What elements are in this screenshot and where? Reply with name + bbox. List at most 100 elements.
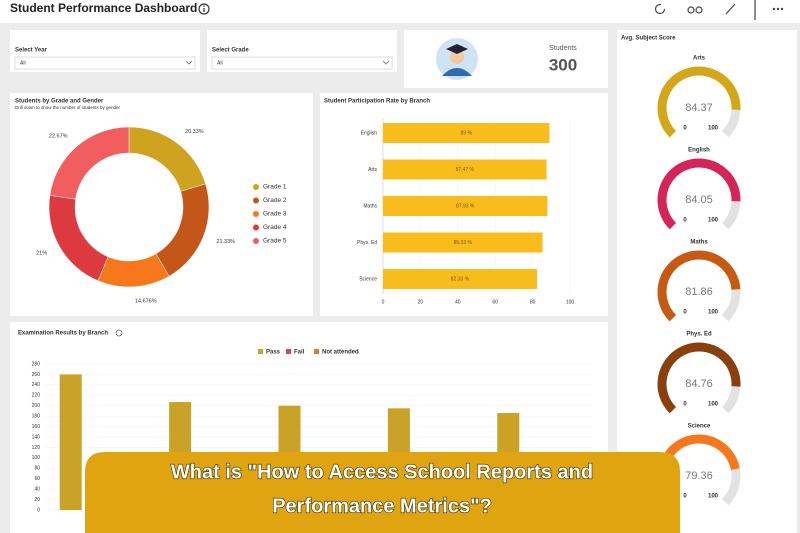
data-label: 87.93 % [456,203,475,209]
gauge-value: 84.76 [685,378,713,390]
data-label: 89 % [461,130,473,136]
y-tick-label: Science [359,276,377,282]
gauge-track [721,289,741,322]
y-tick-label: 200 [32,403,41,409]
filter-label: Select Grade [212,48,249,54]
legend-marker [253,224,259,231]
gauge-min: 0 [683,310,687,316]
y-tick-label: 280 [32,361,41,367]
bar [383,123,550,143]
chevron [185,60,193,65]
gauge-min: 0 [683,494,687,500]
gauge-track [721,109,741,138]
gauge-min: 0 [683,126,687,132]
banner-text: What is "How to Access School Reports an… [171,461,593,483]
gauge-value: 79.36 [685,470,713,482]
gauge-title: English [688,148,710,154]
expand-icon[interactable] [725,3,736,15]
gauge-title: Phys. Ed [686,332,712,338]
legend-label: Grade 3 [263,211,287,218]
data-label: 87.47 % [456,167,475,173]
year-dropdown[interactable] [14,56,196,70]
data-label: 22.67% [49,133,68,139]
legend-marker [253,238,259,244]
data-label: 85.33 % [454,240,473,246]
y-tick-label: 140 [32,434,41,440]
donut-segment [49,126,130,200]
legend-marker [253,184,259,190]
chart-subtitle: Drill down to show the number of student… [15,105,121,110]
grade-dropdown[interactable] [211,56,393,70]
info-icon[interactable] [115,329,123,337]
students-label: Students [549,45,577,52]
gauge-track [721,468,741,506]
refresh-icon[interactable] [654,3,666,15]
x-tick-label: 0 [382,299,385,305]
y-tick-label: 180 [32,413,41,419]
legend-label: Grade 1 [263,184,287,191]
banner-box [85,452,680,533]
gauge-max: 100 [708,218,719,224]
filter-label: Select Year [15,48,48,54]
x-tick-label: 80 [530,299,536,305]
glasses-icon[interactable] [687,6,703,14]
dropdown-value: All [217,60,223,66]
gauge-title: Maths [690,240,708,246]
y-tick-label: 220 [32,393,41,399]
banner-text: Performance Metrics"? [272,495,492,517]
legend-marker [258,349,263,354]
bar [383,232,543,253]
legend-label: Grade 2 [263,197,287,204]
y-tick-label: 0 [37,507,40,513]
bar [383,159,547,180]
gauge-value: 84.05 [685,194,713,206]
students-value: 300 [549,55,577,74]
data-label: 82.33 % [451,276,470,282]
chart-title: Examination Results by Branch [18,331,108,337]
banner: What is "How to Access School Reports an… [85,452,680,533]
x-tick-label: 100 [566,299,575,305]
data-label: 20.33% [185,129,204,135]
legend-label: Grade 5 [263,238,287,245]
y-tick-label: 60 [34,476,40,482]
gauge-fill [657,66,741,138]
legend-marker [253,211,259,217]
chevron [382,60,390,65]
student-avatar [436,38,478,80]
gauge-title: Science [688,424,711,430]
gauge-title: Arts [693,56,706,62]
chart-title: Avg. Subject Score [621,36,676,42]
legend-marker [253,197,259,204]
legend-marker [286,349,291,354]
data-label: 21.33% [216,239,235,245]
gauge-fill [657,158,741,230]
x-tick-label: 20 [418,299,424,305]
y-tick-label: Maths [363,203,377,209]
y-tick-label: 40 [34,486,40,492]
legend-label: Not attended [322,350,359,356]
dashboard-title: Student Performance Dashboard [10,1,197,15]
gauge-min: 0 [683,218,687,224]
more-icon[interactable] [772,7,784,11]
gauge-fill [657,250,741,322]
bar [383,196,548,216]
gauge-value: 84.37 [685,102,713,114]
gauge-track [721,385,741,414]
gauge-max: 100 [708,126,719,132]
legend-label: Grade 4 [263,224,287,231]
y-tick-label: 20 [34,497,40,503]
y-tick-label: 240 [32,382,41,388]
gauge-max: 100 [708,494,719,500]
gauge-max: 100 [708,402,719,408]
info-icon[interactable] [198,3,210,15]
bar [59,374,82,510]
legend-label: Pass [266,350,281,356]
gauges-panel [617,30,797,533]
x-tick-label: 40 [455,299,461,305]
gauge-max: 100 [708,310,719,316]
data-label: 21% [36,251,47,257]
chart-title: Students by Grade and Gender [15,99,104,105]
y-tick-label: 80 [34,466,40,472]
y-tick-label: 160 [32,424,41,430]
